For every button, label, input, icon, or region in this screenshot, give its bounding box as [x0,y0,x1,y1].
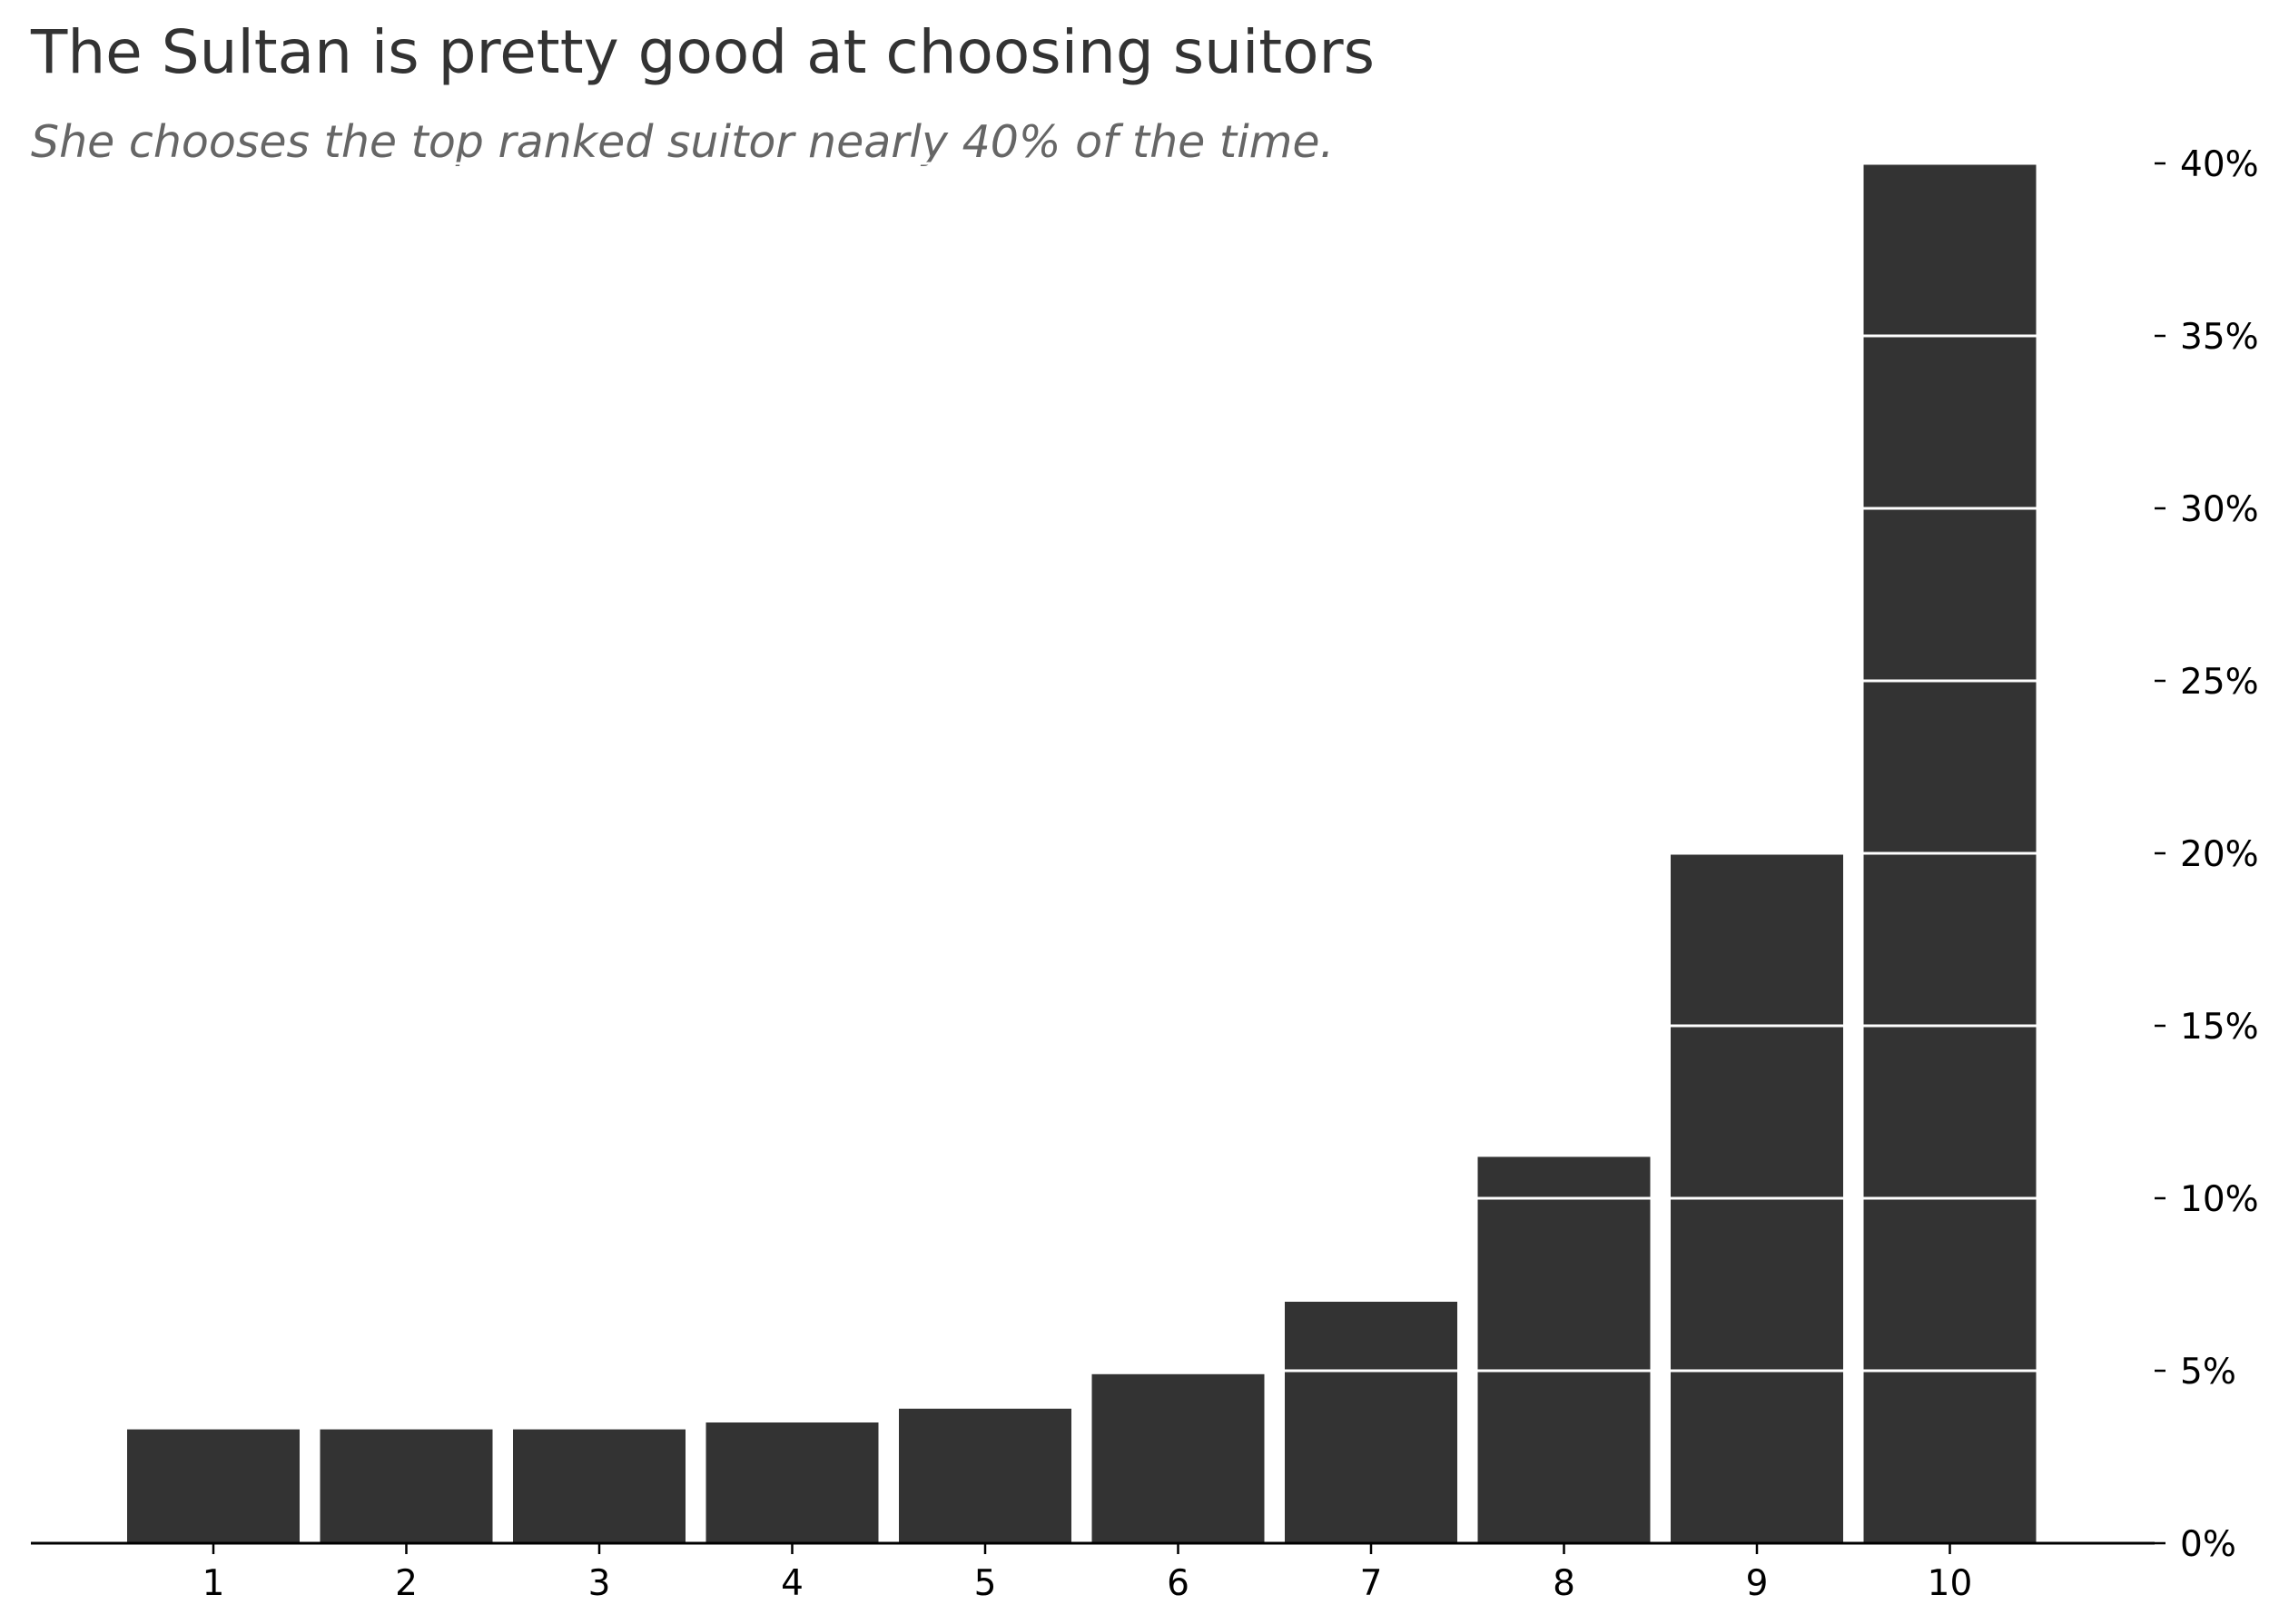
bar-8 [1477,1156,1651,1543]
x-tick-label-9: 9 [1746,1563,1769,1604]
x-tick-label-6: 6 [1167,1563,1189,1604]
y-tick-label-40: 40% [2180,144,2259,185]
bar-7 [1285,1302,1457,1543]
y-tick-label-10: 10% [2180,1179,2259,1220]
bar-4 [705,1422,879,1543]
bar-2 [320,1429,493,1543]
x-tick-label-3: 3 [588,1563,611,1604]
bar-5 [899,1408,1071,1543]
y-axis: 0% 5% 10% 15% 20% 25% 30% 35% 40% [2155,144,2259,1565]
y-tick-label-35: 35% [2180,317,2259,358]
y-tick-label-25: 25% [2180,662,2259,703]
x-axis: 1 2 3 4 5 6 7 8 9 10 [31,1541,2155,1604]
chart-subtitle: She chooses the top ranked suitor nearly… [31,116,1335,168]
bar-1 [127,1429,300,1543]
chart-title: The Sultan is pretty good at choosing su… [31,17,1376,87]
gridlines [31,162,2136,1373]
bar-3 [513,1429,686,1543]
x-tick-label-5: 5 [974,1563,997,1604]
x-tick-label-10: 10 [1928,1563,1973,1604]
y-tick-label-5: 5% [2180,1352,2236,1393]
x-tick-label-4: 4 [781,1563,804,1604]
y-tick-label-15: 15% [2180,1007,2259,1048]
bar-6 [1091,1373,1265,1543]
x-tick-label-7: 7 [1360,1563,1383,1604]
y-tick-label-20: 20% [2180,834,2259,875]
x-tick-label-8: 8 [1553,1563,1575,1604]
x-tick-label-1: 1 [202,1563,225,1604]
y-tick-label-30: 30% [2180,489,2259,530]
y-tick-label-0: 0% [2180,1524,2236,1565]
x-tick-label-2: 2 [395,1563,418,1604]
